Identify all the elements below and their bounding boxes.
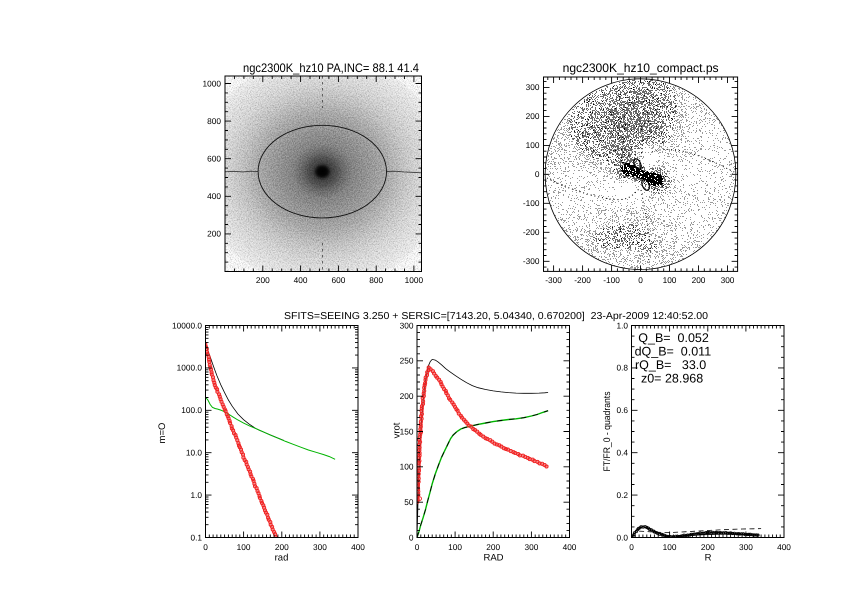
svg-text:Q_B= 0.052: Q_B= 0.052 xyxy=(638,331,709,345)
svg-text:200: 200 xyxy=(275,542,289,552)
svg-text:-200: -200 xyxy=(523,227,540,237)
svg-text:-200: -200 xyxy=(574,275,591,285)
svg-text:0: 0 xyxy=(535,169,540,179)
svg-text:100.0: 100.0 xyxy=(181,405,202,415)
svg-text:200: 200 xyxy=(701,542,715,552)
svg-text:600: 600 xyxy=(207,154,221,164)
svg-text:0.1: 0.1 xyxy=(190,532,202,542)
svg-text:400: 400 xyxy=(351,542,365,552)
svg-text:rQ_B= 33.0: rQ_B= 33.0 xyxy=(635,358,706,372)
svg-text:m=O: m=O xyxy=(157,423,168,444)
svg-text:100: 100 xyxy=(237,542,251,552)
svg-text:300: 300 xyxy=(524,542,538,552)
svg-text:100: 100 xyxy=(526,140,540,150)
svg-text:400: 400 xyxy=(294,275,308,285)
svg-text:1000: 1000 xyxy=(203,78,222,88)
svg-text:-100: -100 xyxy=(603,275,620,285)
svg-text:250: 250 xyxy=(400,356,414,366)
svg-text:400: 400 xyxy=(207,191,221,201)
svg-text:1000.0: 1000.0 xyxy=(177,363,203,373)
svg-text:300: 300 xyxy=(526,82,540,92)
svg-text:200: 200 xyxy=(692,275,706,285)
svg-text:600: 600 xyxy=(331,275,345,285)
svg-text:100: 100 xyxy=(663,275,677,285)
svg-text:50: 50 xyxy=(404,497,414,507)
svg-text:100: 100 xyxy=(400,462,414,472)
svg-text:1.0: 1.0 xyxy=(616,320,628,330)
svg-text:0.8: 0.8 xyxy=(616,363,628,373)
svg-text:dQ_B= 0.011: dQ_B= 0.011 xyxy=(635,345,712,359)
svg-text:SFITS=SEEING 3.250 + SERSIC=[7: SFITS=SEEING 3.250 + SERSIC=[7143.20, 5.… xyxy=(284,311,708,322)
svg-text:150: 150 xyxy=(400,426,414,436)
svg-text:300: 300 xyxy=(739,542,753,552)
svg-text:200: 200 xyxy=(256,275,270,285)
svg-text:z0= 28.968: z0= 28.968 xyxy=(638,372,704,386)
svg-text:-300: -300 xyxy=(545,275,562,285)
svg-text:200: 200 xyxy=(526,111,540,121)
svg-text:0.4: 0.4 xyxy=(616,448,628,458)
svg-text:1.0: 1.0 xyxy=(190,490,202,500)
svg-text:0: 0 xyxy=(629,542,634,552)
svg-text:ngc2300K_hz10 PA,INC= 88.1 41.: ngc2300K_hz10 PA,INC= 88.1 41.4 xyxy=(243,61,419,75)
svg-text:FT/FR_0 - quadrants: FT/FR_0 - quadrants xyxy=(602,391,613,471)
svg-text:ngc2300K_hz10_compact.ps: ngc2300K_hz10_compact.ps xyxy=(563,61,719,75)
svg-text:10000.0: 10000.0 xyxy=(172,320,202,330)
svg-text:R: R xyxy=(705,553,712,564)
svg-text:RAD: RAD xyxy=(483,553,503,564)
svg-text:rad: rad xyxy=(275,553,289,564)
svg-text:0: 0 xyxy=(409,532,414,542)
svg-text:0.6: 0.6 xyxy=(616,405,628,415)
svg-text:200: 200 xyxy=(400,391,414,401)
svg-text:400: 400 xyxy=(777,542,791,552)
svg-text:-100: -100 xyxy=(523,198,540,208)
svg-text:300: 300 xyxy=(400,320,414,330)
svg-text:0: 0 xyxy=(203,542,208,552)
svg-text:800: 800 xyxy=(207,116,221,126)
svg-text:200: 200 xyxy=(207,229,221,239)
svg-text:0: 0 xyxy=(638,275,643,285)
svg-text:200: 200 xyxy=(486,542,500,552)
svg-text:0.0: 0.0 xyxy=(616,532,628,542)
svg-text:100: 100 xyxy=(663,542,677,552)
svg-text:100: 100 xyxy=(448,542,462,552)
svg-text:300: 300 xyxy=(721,275,735,285)
svg-text:vrot: vrot xyxy=(392,422,403,438)
svg-text:400: 400 xyxy=(563,542,577,552)
svg-text:1000: 1000 xyxy=(405,275,424,285)
svg-text:0: 0 xyxy=(415,542,420,552)
svg-text:800: 800 xyxy=(369,275,383,285)
svg-text:0.2: 0.2 xyxy=(616,490,628,500)
svg-text:10.0: 10.0 xyxy=(186,448,203,458)
svg-text:-300: -300 xyxy=(523,256,540,266)
svg-text:300: 300 xyxy=(313,542,327,552)
